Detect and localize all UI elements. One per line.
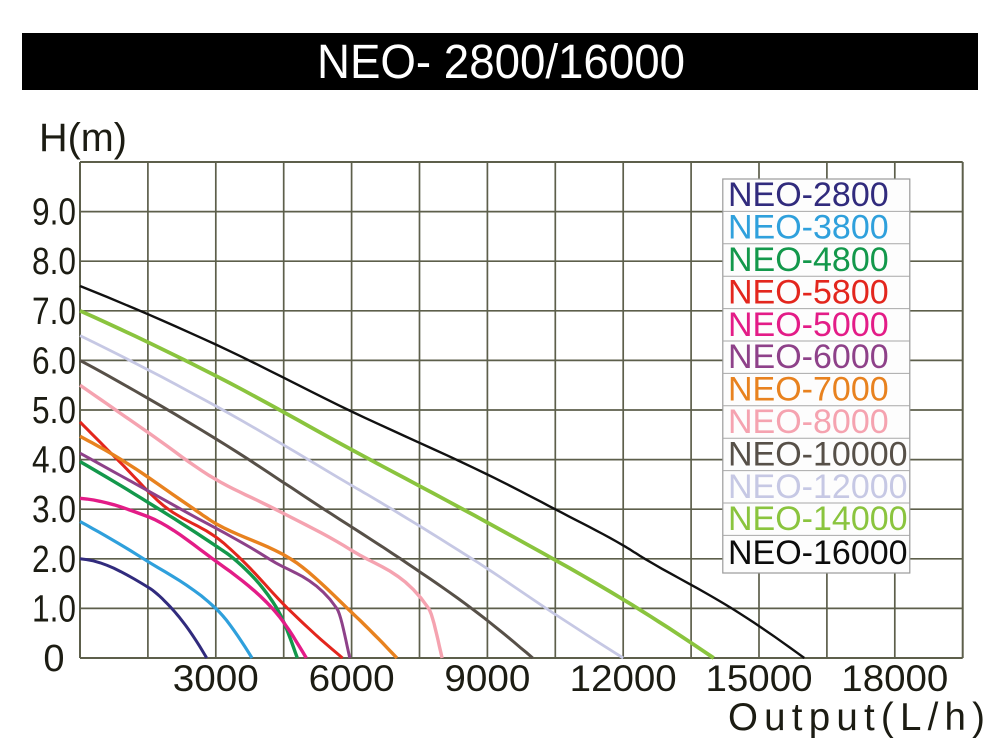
svg-text:Output(L/h): Output(L/h) [728,696,985,739]
svg-text:18000: 18000 [841,658,948,699]
svg-text:NEO-6000: NEO-6000 [728,338,889,376]
svg-text:9000: 9000 [444,658,530,699]
svg-text:NEO-16000: NEO-16000 [728,534,908,572]
svg-text:NEO-14000: NEO-14000 [728,500,908,538]
svg-text:5.0: 5.0 [32,390,76,432]
svg-text:NEO-3800: NEO-3800 [728,209,889,247]
svg-text:NEO-7000: NEO-7000 [728,371,889,409]
svg-text:8.0: 8.0 [32,241,76,283]
svg-text:2.0: 2.0 [32,539,76,581]
svg-text:7.0: 7.0 [32,291,76,333]
svg-text:NEO-5000: NEO-5000 [728,306,889,344]
svg-text:NEO-10000: NEO-10000 [728,435,908,473]
svg-text:NEO-8000: NEO-8000 [728,403,889,441]
svg-text:12000: 12000 [570,658,677,699]
svg-text:NEO-2800: NEO-2800 [728,176,889,214]
svg-text:NEO-12000: NEO-12000 [728,468,908,506]
svg-text:15000: 15000 [706,658,813,699]
svg-text:1.0: 1.0 [32,588,76,630]
svg-text:NEO-4800: NEO-4800 [728,241,889,279]
svg-text:3000: 3000 [173,658,259,699]
svg-text:NEO- 2800/16000: NEO- 2800/16000 [317,36,685,89]
svg-text:3.0: 3.0 [32,489,76,531]
svg-text:6000: 6000 [309,658,395,699]
svg-text:0: 0 [43,638,64,680]
svg-text:9.0: 9.0 [32,192,76,234]
svg-text:NEO-5800: NEO-5800 [728,273,889,311]
svg-text:4.0: 4.0 [32,440,76,482]
svg-text:6.0: 6.0 [32,340,76,382]
svg-text:H(m): H(m) [39,116,127,160]
